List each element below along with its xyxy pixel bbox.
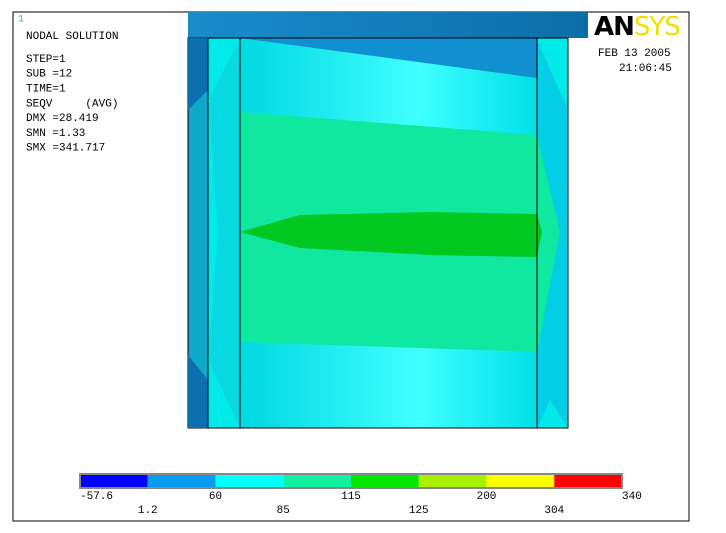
param: SMX =341.717	[26, 143, 105, 155]
legend-label: 1.2	[138, 505, 158, 517]
legend: -57.6 1.2 60 85 115 125 200 304 340	[79, 473, 642, 517]
zone	[208, 40, 240, 428]
legend-label: 304	[544, 505, 564, 517]
legend-label: 340	[622, 491, 642, 503]
legend-label: 200	[477, 491, 497, 503]
legend-label: -57.6	[80, 491, 113, 503]
param: TIME=1	[26, 84, 66, 96]
params: STEP=1 SUB =12 TIME=1 SEQV (AVG) DMX =28.419…	[26, 54, 118, 155]
window-number: 1	[18, 15, 24, 26]
logo: ANSYS	[594, 12, 680, 42]
model	[187, 12, 588, 429]
param: DMX =28.419	[26, 113, 99, 125]
legend-swatch	[80, 474, 148, 488]
param: SMN =1.33	[26, 128, 85, 140]
param: STEP=1	[26, 54, 66, 66]
legend-swatch	[554, 474, 622, 488]
legend-label: 85	[277, 505, 290, 517]
legend-label: 60	[209, 491, 222, 503]
legend-swatch	[486, 474, 555, 488]
logo-left: AN	[594, 12, 634, 42]
legend-swatch	[418, 474, 487, 488]
legend-label: 125	[409, 505, 429, 517]
legend-swatch	[283, 474, 351, 488]
logo-right: SYS	[634, 12, 680, 42]
time: 21:06:45	[619, 63, 672, 75]
zone	[240, 38, 537, 78]
zone	[188, 355, 208, 428]
legend-label: 115	[341, 491, 361, 503]
zone	[188, 38, 208, 110]
param: SEQV (AVG)	[26, 98, 118, 110]
legend-border	[79, 473, 623, 489]
zone	[240, 212, 542, 257]
plot-title: NODAL SOLUTION	[26, 31, 118, 43]
cylinder-outline	[239, 37, 538, 429]
legend-swatch	[147, 474, 216, 488]
param: SUB =12	[26, 69, 72, 81]
legend-swatch	[215, 474, 284, 488]
legend-swatch	[351, 474, 419, 488]
model-top	[188, 12, 588, 38]
date: FEB 13 2005	[598, 48, 671, 60]
